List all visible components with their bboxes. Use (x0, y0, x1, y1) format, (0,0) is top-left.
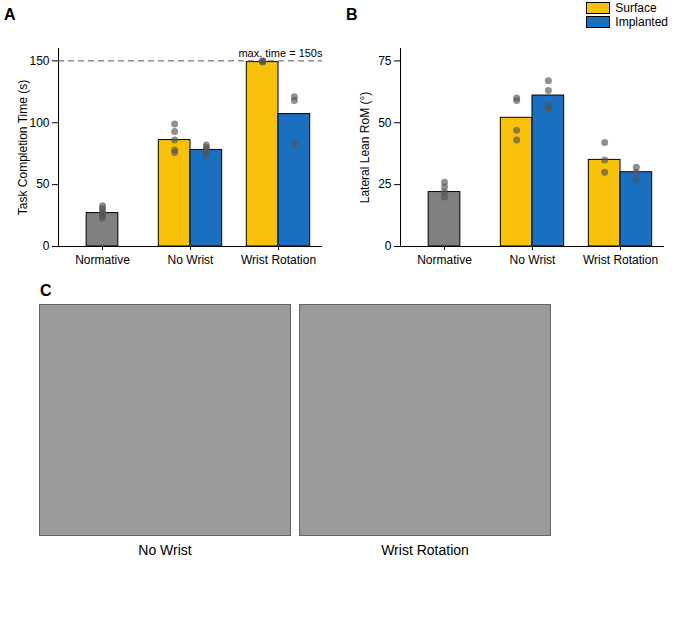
html-text:A: A (4, 6, 16, 23)
html-text:No Wrist: No Wrist (138, 542, 192, 558)
svg-text:150: 150 (29, 54, 49, 68)
svg-text:50: 50 (378, 116, 392, 130)
html-text:C: C (40, 282, 52, 299)
html-text:Implanted: Implanted (615, 15, 668, 29)
svg-text:75: 75 (378, 54, 392, 68)
html-text:B: B (346, 6, 358, 23)
svg-text:No Wrist: No Wrist (510, 253, 556, 267)
svg-text:0: 0 (43, 239, 50, 253)
svg-text:Wrist Rotation: Wrist Rotation (241, 253, 316, 267)
html-text:Surface: Surface (615, 1, 657, 15)
svg-text:Normative: Normative (417, 253, 472, 267)
svg-text:25: 25 (378, 177, 392, 191)
svg-text:No Wrist: No Wrist (168, 253, 214, 267)
svg-text:Lateral Lean RoM (°): Lateral Lean RoM (°) (358, 92, 372, 204)
svg-text:50: 50 (36, 177, 50, 191)
svg-text:0: 0 (385, 239, 392, 253)
svg-text:max. time = 150s: max. time = 150s (238, 47, 323, 59)
svg-text:Task Completion Time (s): Task Completion Time (s) (16, 80, 30, 215)
svg-text:100: 100 (29, 116, 49, 130)
svg-text:Wrist Rotation: Wrist Rotation (583, 253, 658, 267)
html-text:Wrist Rotation: Wrist Rotation (381, 542, 469, 558)
svg-text:Normative: Normative (75, 253, 130, 267)
